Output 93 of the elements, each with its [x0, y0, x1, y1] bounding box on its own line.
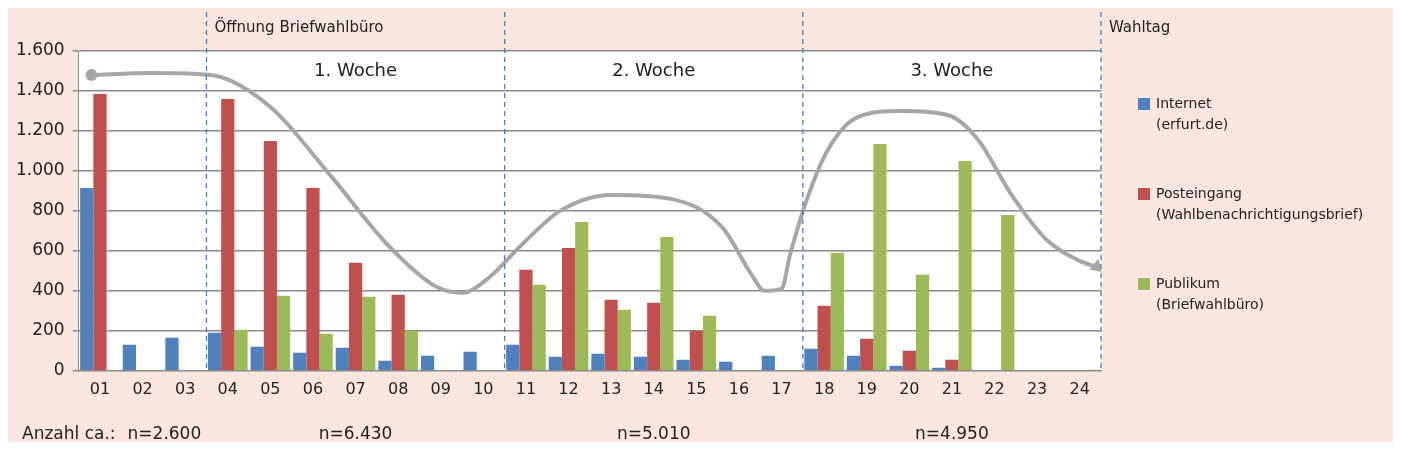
x-tick-label: 02: [132, 378, 153, 398]
bar: [391, 294, 405, 371]
bar: [250, 346, 264, 371]
x-tick-label: 11: [515, 378, 537, 398]
bar: [93, 93, 107, 371]
x-tick-label: 19: [856, 378, 877, 398]
bar: [420, 355, 435, 371]
annotation: 2. Woche: [612, 58, 696, 80]
x-tick-label: 16: [728, 378, 750, 398]
bar: [263, 140, 277, 371]
bar: [702, 315, 717, 371]
bar: [234, 329, 248, 371]
x-tick-label: 14: [643, 378, 664, 398]
x-tick-label: 15: [686, 378, 707, 398]
text: n=2.600: [127, 423, 202, 444]
bar: [335, 347, 349, 371]
bar: [604, 299, 618, 371]
x-tick-label: 22: [984, 378, 1005, 398]
text: n=6.430: [318, 423, 393, 444]
legend-label: Publikum (Briefwahlbüro): [1156, 274, 1266, 314]
bar: [362, 296, 376, 371]
x-tick-label: 12: [558, 378, 579, 398]
bar: [561, 247, 576, 371]
bar: [1001, 214, 1015, 371]
bar: [122, 344, 136, 371]
ref-line-label: Öffnung Briefwahlbüro: [214, 16, 384, 36]
text: Anzahl ca.:: [22, 423, 116, 444]
x-tick-label: 24: [1069, 378, 1090, 398]
bar: [915, 274, 930, 371]
ref-line-label: Wahltag: [1109, 17, 1171, 36]
bar: [306, 187, 320, 371]
x-tick-label: 03: [174, 378, 196, 398]
bar: [617, 309, 631, 371]
bar: [719, 361, 733, 371]
bar: [817, 305, 831, 371]
bar: [463, 351, 477, 371]
bar: [276, 295, 291, 371]
bar: [647, 302, 661, 371]
x-tick-label: 21: [941, 378, 963, 398]
y-tick-label: 0: [53, 359, 65, 380]
x-tick-label: 07: [345, 378, 366, 398]
legend-label: Internet (erfurt.de): [1156, 94, 1230, 134]
bar: [165, 337, 179, 371]
bar: [221, 98, 235, 371]
y-tick-label: 400: [32, 279, 65, 300]
bar: [404, 330, 418, 371]
annotation: 3. Woche: [910, 58, 994, 80]
bar: [902, 350, 916, 371]
bar: [889, 365, 903, 371]
x-tick-label: 10: [473, 378, 494, 398]
x-tick-label: 06: [302, 378, 324, 398]
y-tick-label: 1.400: [16, 79, 65, 100]
bar: [633, 356, 648, 371]
bar: [532, 284, 546, 371]
bar: [660, 236, 674, 371]
y-tick-label: 600: [32, 239, 65, 260]
y-tick-label: 800: [32, 199, 65, 220]
bar: [830, 252, 844, 371]
bar: [575, 221, 589, 371]
x-tick-label: 01: [89, 378, 111, 398]
bar: [761, 355, 775, 371]
bar: [591, 353, 605, 371]
x-tick-label: 13: [600, 378, 622, 398]
bar: [319, 333, 333, 371]
y-tick-label: 1.000: [16, 159, 65, 180]
x-tick-label: 23: [1026, 378, 1048, 398]
annotation: 1. Woche: [314, 58, 398, 80]
bar: [958, 160, 972, 371]
bar: [676, 359, 690, 371]
x-tick-label: 20: [899, 378, 920, 398]
bar: [945, 359, 959, 371]
x-tick-label: 05: [260, 378, 281, 398]
bar: [519, 269, 533, 371]
y-tick-label: 1.200: [16, 119, 65, 140]
text: n=4.950: [915, 423, 989, 444]
bar: [846, 355, 861, 371]
x-tick-label: 08: [387, 378, 409, 398]
text: n=5.010: [616, 423, 691, 444]
bar: [873, 143, 887, 371]
bar: [860, 338, 874, 371]
bar: [548, 356, 562, 371]
y-tick-label: 1.600: [16, 39, 65, 60]
bar: [293, 352, 307, 371]
bar: [348, 262, 363, 371]
bar: [378, 360, 392, 371]
bar: [80, 187, 94, 371]
y-tick-label: 200: [32, 319, 65, 340]
x-tick-label: 04: [217, 378, 238, 398]
x-tick-label: 09: [430, 378, 451, 398]
legend-label: Posteingang (Wahlbenachrichtigungsbrief): [1156, 184, 1364, 224]
bar: [689, 330, 703, 371]
x-tick-label: 17: [771, 378, 792, 398]
x-tick-label: 18: [813, 378, 835, 398]
